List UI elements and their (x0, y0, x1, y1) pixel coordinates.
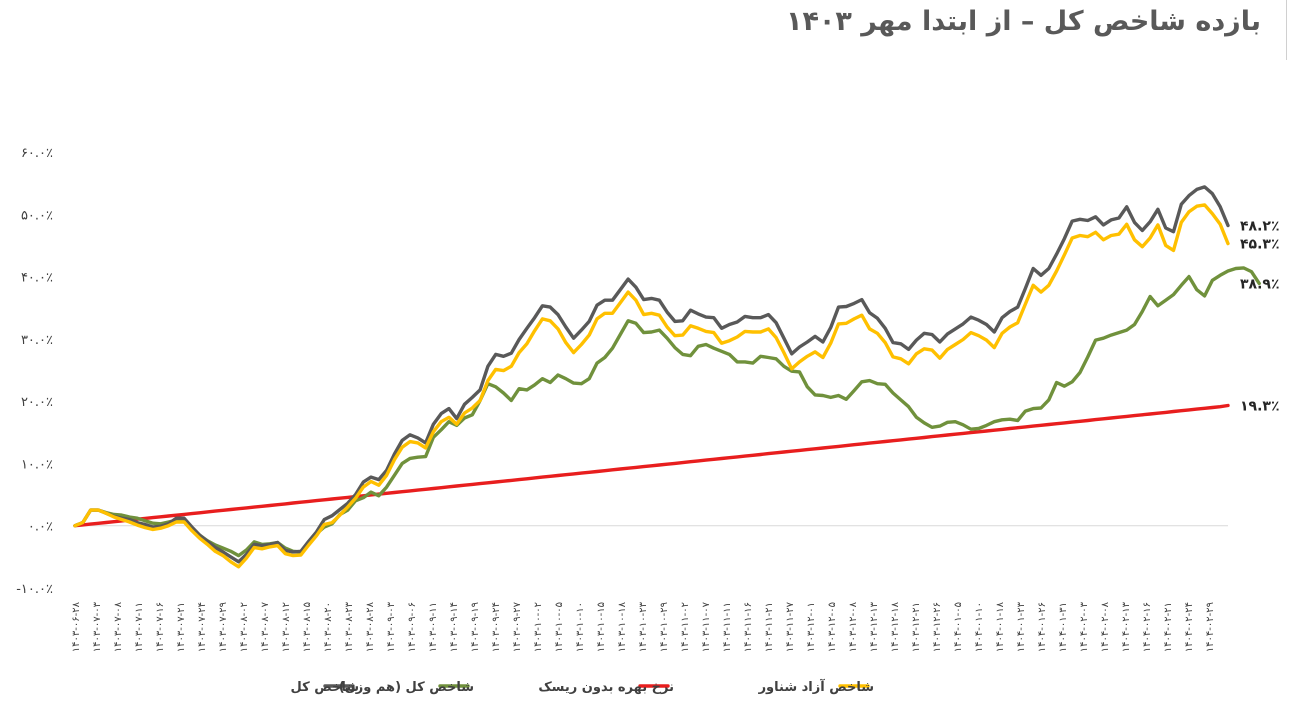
series-end-label: ۳۸.۹٪ (1240, 276, 1280, 292)
y-tick-label: ۶۰.۰٪ (21, 146, 53, 161)
x-tick-label: ۱۴۰۴-۰۱-۳۱ (1058, 602, 1069, 652)
x-tick-label: ۱۴۰۳-۱۱-۲۷ (785, 601, 796, 652)
x-tick-label: ۱۴۰۳-۰۹-۰۳ (386, 601, 397, 652)
x-tick-label: ۱۴۰۳-۱۱-۱۱ (722, 602, 733, 652)
x-tick-label: ۱۴۰۳-۰۸-۰۲ (239, 602, 250, 652)
y-axis: -۱۰.۰٪ ۰.۰٪ ۱۰.۰٪ ۲۰.۰٪ ۳۰.۰٪ ۴۰.۰٪ ۵۰.۰٪ ۶۰.۰٪ (16, 146, 53, 597)
x-tick-label: ۱۴۰۳-۰۹-۱۹ (470, 602, 481, 652)
x-tick-label: ۱۴۰۳-۰۹-۲۴ (491, 602, 502, 652)
x-tick-label: ۱۴۰۳-۱۲-۰۵ (827, 602, 838, 652)
x-tick-label: ۱۴۰۳-۰۹-۲۷ (512, 601, 523, 652)
series-line (73, 403, 1230, 528)
series-line (73, 203, 1230, 569)
x-tick-label: ۱۴۰۳-۰۹-۱۱ (428, 602, 439, 652)
y-tick-label: ۲۰.۰٪ (21, 395, 53, 410)
x-tick-label: ۱۴۰۳-۰۷-۲۴ (197, 602, 208, 652)
x-tick-label: ۱۴۰۴-۰۲-۰۸ (1100, 601, 1111, 652)
x-tick-label: ۱۴۰۳-۱۰-۱۵ (596, 602, 607, 652)
chart-title: بازده شاخص کل – از ابتدا مهر ۱۴۰۳ (785, 6, 1261, 37)
x-tick-label: ۱۴۰۳-۰۸-۲۳ (344, 601, 355, 652)
y-tick-label: ۳۰.۰٪ (21, 333, 53, 348)
x-tick-label: ۱۴۰۴-۰۱-۲۳ (1016, 601, 1027, 652)
series-end-labels: ۴۸.۲٪ ۳۸.۹٪ ۱۹.۳٪ ۴۵.۳٪ (1240, 218, 1280, 414)
legend-label: شاخص آزاد شناور (758, 678, 874, 695)
x-tick-label: ۱۴۰۴-۰۲-۲۱ (1163, 602, 1174, 652)
x-tick-label: ۱۴۰۳-۱۲-۲۶ (932, 602, 943, 652)
x-tick-label: ۱۴۰۳-۰۸-۱۵ (302, 602, 313, 652)
x-tick-label: ۱۴۰۴-۰۱-۱۰ (974, 602, 985, 652)
x-tick-label: ۱۴۰۳-۱۰-۰۲ (533, 602, 544, 652)
x-tick-label: ۱۴۰۳-۱۱-۱۶ (743, 602, 754, 652)
x-tick-label: ۱۴۰۳-۱۰-۲۳ (638, 601, 649, 652)
x-tick-label: ۱۴۰۳-۰۷-۲۱ (176, 602, 187, 652)
y-tick-label: ۴۰.۰٪ (21, 271, 53, 286)
x-tick-label: ۱۴۰۳-۰۸-۰۷ (260, 601, 271, 652)
series-end-label: ۱۹.۳٪ (1240, 399, 1280, 415)
x-tick-label: ۱۴۰۳-۰۸-۲۰ (323, 602, 334, 652)
x-tick-label: ۱۴۰۳-۱۰-۱۰ (575, 602, 586, 652)
x-tick-label: ۱۴۰۳-۰۷-۲۹ (218, 602, 229, 652)
legend-label: شاخص کل (291, 680, 359, 695)
x-tick-label: ۱۴۰۳-۱۰-۰۵ (554, 602, 565, 652)
x-tick-label: ۱۴۰۳-۰۸-۱۲ (281, 602, 292, 652)
x-tick-label: ۱۴۰۳-۱۲-۰۱ (806, 602, 817, 652)
legend-label: شاخص کل (هم وزن) (339, 680, 474, 695)
x-tick-label: ۱۴۰۳-۱۰-۱۸ (617, 601, 628, 652)
x-tick-label: ۱۴۰۳-۱۱-۰۲ (680, 602, 691, 652)
x-tick-label: ۱۴۰۳-۰۶-۲۸ (71, 601, 82, 652)
x-tick-label: ۱۴۰۳-۰۷-۱۱ (134, 602, 145, 652)
x-tick-label: ۱۴۰۴-۰۲-۲۹ (1205, 602, 1216, 652)
legend-label: نرخ بهره بدون ریسک (538, 680, 674, 695)
x-tick-label: ۱۴۰۳-۱۲-۲۱ (911, 602, 922, 652)
x-tick-label: ۱۴۰۴-۰۱-۰۵ (953, 602, 964, 652)
y-tick-label: ۱۰.۰٪ (21, 457, 53, 472)
y-tick-label: ۰.۰٪ (28, 520, 53, 535)
x-tick-label: ۱۴۰۳-۰۷-۰۳ (92, 601, 103, 652)
x-tick-label: ۱۴۰۴-۰۲-۰۳ (1079, 601, 1090, 652)
x-tick-label: ۱۴۰۳-۰۹-۰۶ (407, 602, 418, 652)
y-tick-label: -۱۰.۰٪ (16, 582, 53, 597)
x-tick-label: ۱۴۰۳-۰۷-۰۸ (113, 601, 124, 652)
x-tick-label: ۱۴۰۴-۰۱-۱۸ (995, 601, 1006, 652)
x-tick-label: ۱۴۰۴-۰۱-۲۶ (1037, 602, 1048, 652)
x-tick-label: ۱۴۰۳-۱۲-۱۳ (869, 601, 880, 652)
series-end-label: ۴۵.۳٪ (1240, 237, 1280, 253)
x-tick-label: ۱۴۰۳-۰۸-۲۸ (365, 601, 376, 652)
y-tick-label: ۵۰.۰٪ (21, 208, 53, 223)
series-end-label: ۴۸.۲٪ (1240, 218, 1280, 234)
x-tick-label: ۱۴۰۳-۱۰-۲۹ (659, 602, 670, 652)
x-tick-label: ۱۴۰۳-۱۲-۰۸ (848, 601, 859, 652)
x-tick-label: ۱۴۰۳-۱۱-۲۱ (764, 602, 775, 652)
x-tick-label: ۱۴۰۴-۰۲-۱۶ (1142, 602, 1153, 652)
x-tick-label: ۱۴۰۳-۰۷-۱۶ (155, 602, 166, 652)
title-divider (1286, 0, 1287, 60)
x-tick-label: ۱۴۰۳-۰۹-۱۴ (449, 602, 460, 652)
x-tick-label: ۱۴۰۳-۱۲-۱۸ (890, 601, 901, 652)
x-tick-label: ۱۴۰۴-۰۲-۱۳ (1121, 601, 1132, 652)
x-tick-label: ۱۴۰۴-۰۲-۲۴ (1184, 602, 1195, 652)
series-lines (73, 185, 1261, 569)
x-axis: ۱۴۰۳-۰۶-۲۸ ۱۴۰۳-۰۷-۰۳ ۱۴۰۳-۰۷-۰۸ ۱۴۰۳-۰۷-۱۱… (71, 601, 1216, 652)
x-tick-label: ۱۴۰۳-۱۱-۰۷ (701, 601, 712, 652)
series-line (73, 185, 1230, 564)
